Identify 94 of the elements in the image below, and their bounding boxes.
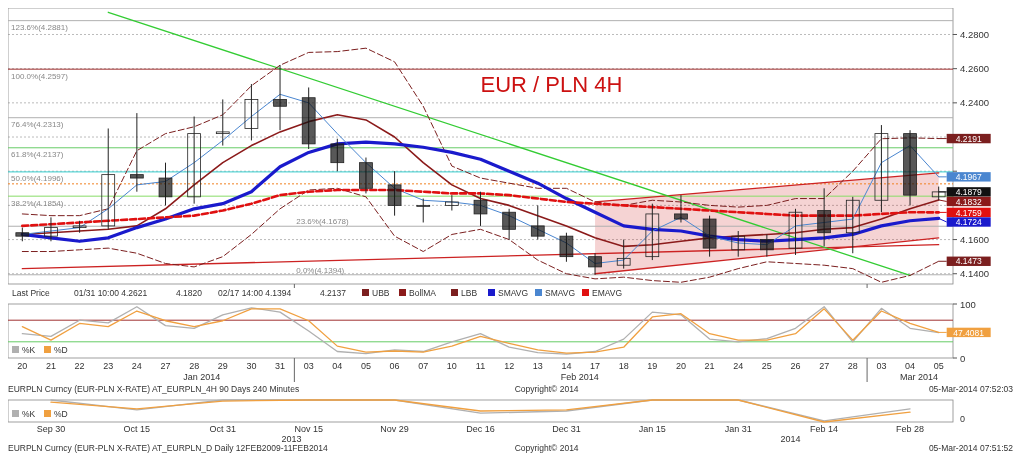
x-tick-label: 31 [275, 361, 286, 371]
x-tick-label: Nov 15 [294, 424, 323, 434]
x-tick-label: 19 [647, 361, 658, 371]
x-tick-label: 28 [189, 361, 200, 371]
text: Copyright© 2014 [514, 443, 579, 453]
x-tick-label: 03 [876, 361, 887, 371]
x-tick-label: 05 [933, 361, 944, 371]
x-tick-label: Oct 15 [123, 424, 151, 434]
x-tick-label: 14 [561, 361, 572, 371]
x-tick-label: Feb 28 [896, 424, 925, 434]
x-tick-label: 23 [103, 361, 114, 371]
x-tick-label: Jan 31 [724, 424, 752, 434]
x-tick-label: 22 [74, 361, 85, 371]
ref-line-label: 23.6%(4.1678) [296, 217, 350, 227]
text: 05-Mar-2014 07:51:52 [928, 443, 1014, 453]
ref-line-label: 50.0%(4.1996) [11, 174, 64, 184]
y-tick-label: 4.2600 [960, 63, 990, 75]
y-tick-label: 4.1400 [960, 268, 990, 280]
text: Last Price [12, 288, 51, 298]
text: 4.2137 [320, 288, 347, 298]
legend-label: LBB [461, 288, 478, 298]
x-tick-label: 27 [819, 361, 830, 371]
data-label: 4.1759 [955, 207, 982, 218]
x-tick-label: 21 [704, 361, 715, 371]
data-label: 4.1473 [955, 256, 982, 267]
x-tick-label: 03 [303, 361, 314, 371]
ref-line-label: 0.0%(4.1394) [296, 265, 345, 275]
x-tick-label: 04 [332, 361, 343, 371]
x-tick-label: 28 [847, 361, 858, 371]
text: Jan 2014 [183, 372, 221, 382]
legend-label: %D [54, 345, 68, 355]
x-tick-label: 26 [790, 361, 801, 371]
x-tick-label: Oct 31 [209, 424, 237, 434]
data-label: 4.1967 [955, 172, 982, 183]
legend-label: SMAVG [545, 288, 576, 298]
x-tick-label: Nov 29 [380, 424, 409, 434]
x-tick-label: Feb 14 [810, 424, 839, 434]
x-tick-label: 24 [131, 361, 142, 371]
ref-line-label: 61.8%(4.2137) [11, 150, 64, 160]
ref-line-label: 123.6%(4.2881) [11, 23, 69, 33]
text: 02/17 14:00 4.1394 [218, 288, 292, 298]
y-tick-label: 4.2400 [960, 97, 990, 109]
y-tick-label: 0 [960, 352, 966, 364]
ref-line-label: 100.0%(4.2597) [11, 71, 69, 81]
legend-label: UBB [372, 288, 390, 298]
legend-label: %D [54, 409, 68, 419]
data-label: 4.1724 [955, 217, 982, 228]
y-tick-label: 100 [960, 298, 976, 310]
text: Feb 2014 [560, 372, 599, 382]
x-tick-label: 12 [504, 361, 515, 371]
text: 2014 [780, 434, 801, 444]
x-tick-label: 29 [217, 361, 228, 371]
x-tick-label: Jan 15 [638, 424, 666, 434]
y-tick-label: 4.2800 [960, 28, 990, 40]
x-tick-label: 05 [360, 361, 371, 371]
text: 05-Mar-2014 07:52:03 [928, 384, 1014, 394]
x-tick-label: 10 [446, 361, 457, 371]
ref-line-label: 38.2%(4.1854) [11, 198, 64, 208]
text: 2013 [281, 434, 302, 444]
x-tick-label: 18 [618, 361, 629, 371]
x-tick-label: Sep 30 [36, 424, 66, 434]
x-tick-label: 27 [160, 361, 171, 371]
legend-label: BollMA [409, 288, 437, 298]
text: Copyright© 2014 [514, 384, 579, 394]
ref-line-label: 76.4%(4.2313) [11, 120, 64, 130]
x-tick-label: 24 [733, 361, 744, 371]
x-tick-label: 07 [418, 361, 429, 371]
x-tick-label: 21 [45, 361, 56, 371]
y-tick-label: 4.1600 [960, 234, 990, 246]
x-tick-label: Dec 31 [552, 424, 581, 434]
x-tick-label: 04 [905, 361, 916, 371]
text: 01/31 10:00 4.2621 [74, 288, 148, 298]
x-tick-label: 20 [675, 361, 686, 371]
text: 4.1879 [955, 187, 982, 198]
x-tick-label: 30 [246, 361, 257, 371]
text: EURPLN Curncy (EUR-PLN X-RATE) AT_EURPLN_4H 90 Days 240 Minutes [8, 384, 300, 394]
x-tick-label: 11 [475, 361, 486, 371]
data-label: 47.4081 [953, 327, 985, 338]
legend-label: SMAVG [498, 288, 529, 298]
legend-label: EMAVG [592, 288, 623, 298]
x-tick-label: Dec 16 [466, 424, 495, 434]
text: EURPLN Curncy (EUR-PLN X-RATE) AT_EURPLN_D Daily 12FEB2009-11FEB2014 [8, 443, 329, 453]
text: Mar 2014 [899, 372, 938, 382]
data-label: 4.2191 [955, 133, 982, 144]
data-label: 4.1832 [955, 196, 982, 207]
x-tick-label: 20 [17, 361, 28, 371]
x-tick-label: 17 [590, 361, 601, 371]
legend-label: %K [22, 345, 36, 355]
x-tick-label: 25 [761, 361, 772, 371]
text: EUR / PLN 4H [480, 72, 623, 97]
x-tick-label: 13 [532, 361, 543, 371]
legend-label: %K [22, 409, 36, 419]
text: 4.1820 [176, 288, 203, 298]
x-tick-label: 06 [389, 361, 400, 371]
